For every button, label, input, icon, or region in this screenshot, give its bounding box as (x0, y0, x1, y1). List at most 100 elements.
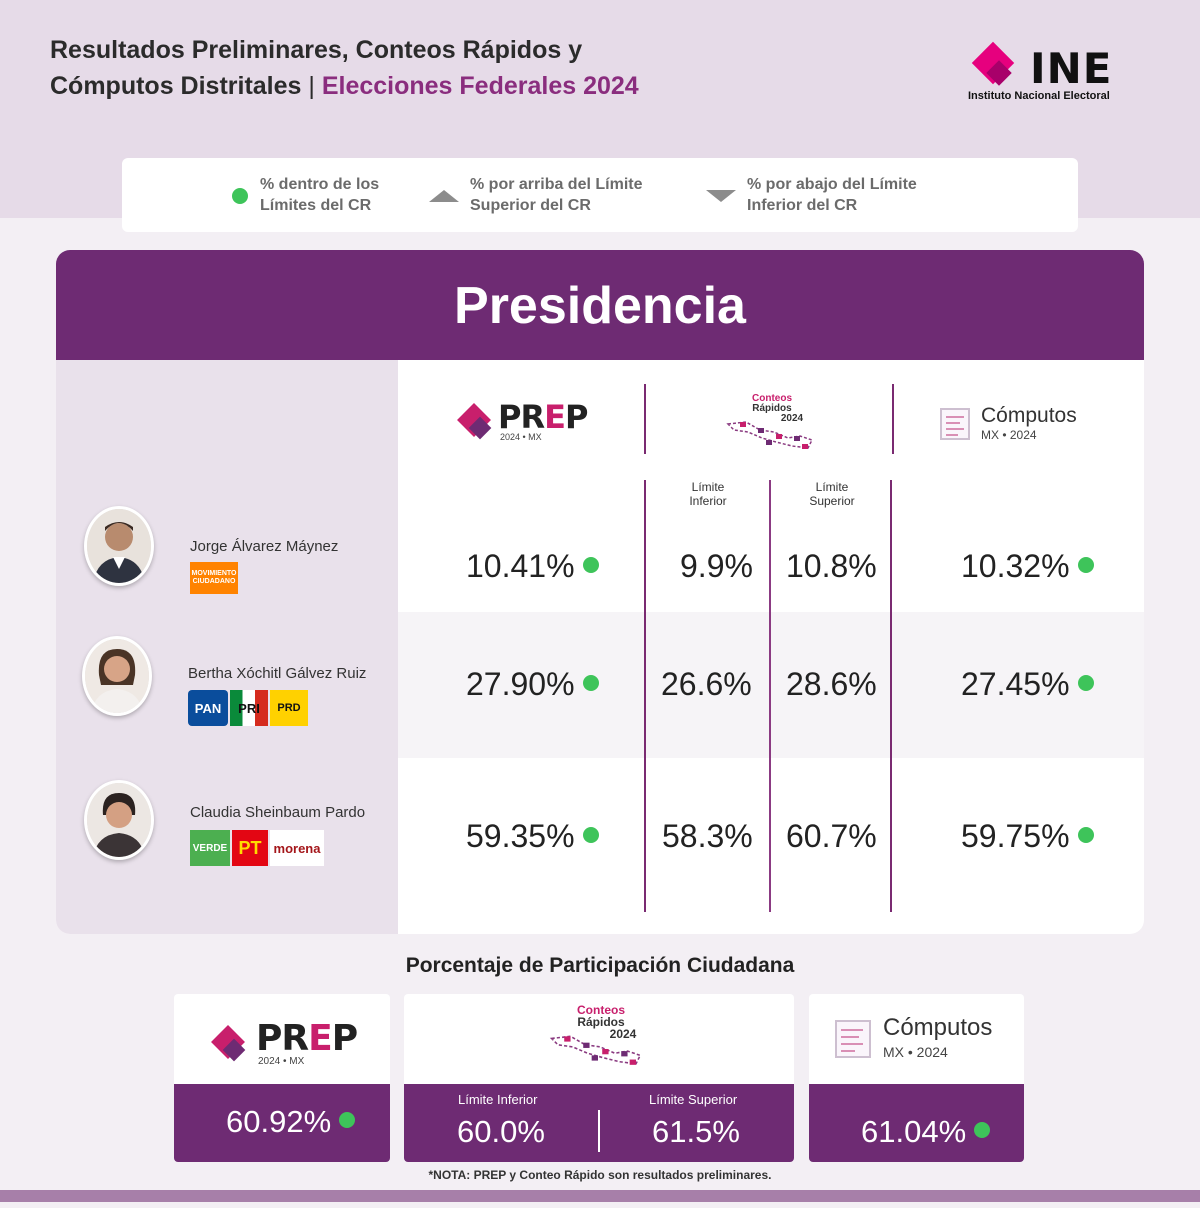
computos-value-text: 27.45% (961, 666, 1070, 702)
prep-logo-text: PREP (256, 1018, 358, 1059)
limit-inferior-label: Límite Inferior (668, 480, 748, 508)
avatar (82, 636, 152, 716)
header-divider (892, 384, 894, 454)
participation-cr-low-value: 60.0% (457, 1114, 545, 1149)
participation-cr-high-value: 61.5% (652, 1114, 740, 1149)
row-band (398, 612, 1144, 758)
legend-below-line1: % por abajo del Límite (747, 176, 917, 193)
party-logo-pt: PT (232, 830, 268, 866)
legend-inside-line2: Límites del CR (260, 197, 372, 214)
ine-logo-subtitle: Instituto Nacional Electoral (968, 90, 1110, 102)
prep-logo: PREP 2024 • MX (457, 396, 598, 446)
title-computos: Cómputos Distritales (50, 72, 302, 100)
triangle-up-icon (429, 190, 459, 202)
participation-computos-value: 61.04% (861, 1114, 991, 1150)
green-dot-icon (1077, 557, 1094, 573)
participation-prep-text: 60.92% (226, 1104, 332, 1139)
conteos-line3: 2024 (780, 413, 804, 424)
participation-computos-text: 61.04% (861, 1114, 967, 1149)
prep-value-text: 10.41% (466, 548, 575, 584)
title-line-1: Resultados Preliminares, Conteos Rápidos… (50, 36, 583, 64)
party-logo-pri: PRI (230, 690, 268, 726)
participation-divider (598, 1110, 600, 1152)
conteos-logo-title: Conteos Rápidos 2024 (722, 394, 822, 424)
participation-computos-footer: 61.04% (809, 1084, 1024, 1162)
green-dot-icon (582, 827, 599, 843)
prep-logo: PREP 2024 • MX (211, 1018, 362, 1068)
conteos-line1: Conteos (752, 393, 792, 404)
title-elections: Elecciones Federales 2024 (321, 72, 639, 100)
prep-value: 10.41% (466, 548, 599, 585)
green-dot-icon (1077, 675, 1094, 691)
footnote: *NOTA: PREP y Conteo Rápido son resultad… (428, 1168, 772, 1182)
conteos-line2: Rápidos (577, 1015, 625, 1029)
mexico-map-icon (549, 1035, 642, 1065)
green-dot-icon (232, 188, 248, 204)
triangle-down-icon (706, 190, 736, 202)
computos-logo-sub: MX • 2024 (981, 428, 1037, 442)
ine-logo-text: INE (1030, 44, 1113, 93)
cr-low-value: 9.9% (680, 548, 753, 584)
presidencia-card: Presidencia PREP 2024 • MX Conteos Rápid… (56, 250, 1144, 934)
title-separator: | (301, 72, 322, 100)
computos-icon (940, 408, 970, 440)
header-divider (644, 384, 646, 454)
limit-superior-label: Límite Superior (792, 480, 872, 508)
cr-low-value: 26.6% (661, 666, 752, 702)
party-logo-mc: MOVIMIENTO CIUDADANO (190, 562, 238, 594)
legend-above: % por arriba del Límite Superior del CR (470, 174, 642, 216)
ine-logo: INE Instituto Nacional Electoral (966, 41, 1156, 104)
avatar (84, 506, 154, 586)
cr-high-value: 60.7% (786, 818, 877, 854)
participation-title: Porcentaje de Participación Ciudadana (405, 954, 795, 977)
participation-computos-box: Cómputos MX • 2024 61.04% (809, 994, 1024, 1162)
party-logo-pan: PAN (188, 690, 228, 726)
prep-value: 27.90% (466, 666, 599, 703)
card-header: Presidencia (56, 250, 1144, 360)
participation-prep-footer: 60.92% (174, 1084, 390, 1162)
participation-conteos-footer: Límite Inferior Límite Superior 60.0% 61… (404, 1084, 794, 1162)
participation-prep-value: 60.92% (226, 1104, 356, 1140)
computos-value-text: 10.32% (961, 548, 1070, 584)
computos-value-text: 59.75% (961, 818, 1070, 854)
prep-logo-text: PREP (498, 398, 588, 436)
participation-cr-high-label: Límite Superior (649, 1092, 738, 1107)
participation-prep-box: PREP 2024 • MX 60.92% (174, 994, 390, 1162)
conteos-logo: Conteos Rápidos 2024 (722, 394, 822, 454)
prep-logo-sub: 2024 • MX (258, 1056, 305, 1067)
cr-left-divider (644, 480, 646, 912)
legend-below: % por abajo del Límite Inferior del CR (747, 174, 917, 216)
cr-low-value: 58.3% (662, 818, 753, 854)
conteos-logo: Conteos Rápidos 2024 (546, 1004, 656, 1070)
candidate-name: Claudia Sheinbaum Pardo (190, 804, 366, 821)
party-logo-prd: PRD (270, 690, 308, 726)
cr-middle-divider (769, 480, 771, 912)
cr-high-value: 10.8% (786, 548, 877, 584)
computos-logo-title: Cómputos (981, 404, 1077, 427)
computos-value: 59.75% (961, 818, 1094, 855)
bottom-strip (0, 1190, 1200, 1202)
conteos-line1: Conteos (577, 1003, 625, 1017)
prep-value: 59.35% (466, 818, 599, 855)
conteos-logo-title: Conteos Rápidos 2024 (546, 1004, 656, 1040)
computos-icon (835, 1020, 871, 1058)
green-dot-icon (582, 675, 599, 691)
legend-above-line2: Superior del CR (470, 197, 591, 214)
computos-logo-sub: MX • 2024 (883, 1044, 948, 1060)
page-title: Resultados Preliminares, Conteos Rápidos… (50, 32, 639, 104)
limit-superior-line2: Superior (809, 494, 855, 508)
title-line-2: Cómputos Distritales | Elecciones Federa… (50, 68, 639, 104)
avatar (84, 780, 154, 860)
conteos-line3: 2024 (609, 1027, 637, 1041)
participation-cr-low-label: Límite Inferior (458, 1092, 538, 1107)
computos-logo-title: Cómputos (883, 1014, 993, 1041)
prep-value-text: 27.90% (466, 666, 575, 702)
limit-inferior-line1: Límite (691, 480, 725, 494)
candidate-name: Jorge Álvarez Máynez (190, 538, 339, 555)
computos-value: 10.32% (961, 548, 1094, 585)
candidate-name: Bertha Xóchitl Gálvez Ruiz (188, 665, 367, 682)
legend-above-line1: % por arriba del Límite (470, 176, 643, 193)
green-dot-icon (974, 1122, 991, 1138)
computos-value: 27.45% (961, 666, 1094, 703)
green-dot-icon (1077, 827, 1094, 843)
